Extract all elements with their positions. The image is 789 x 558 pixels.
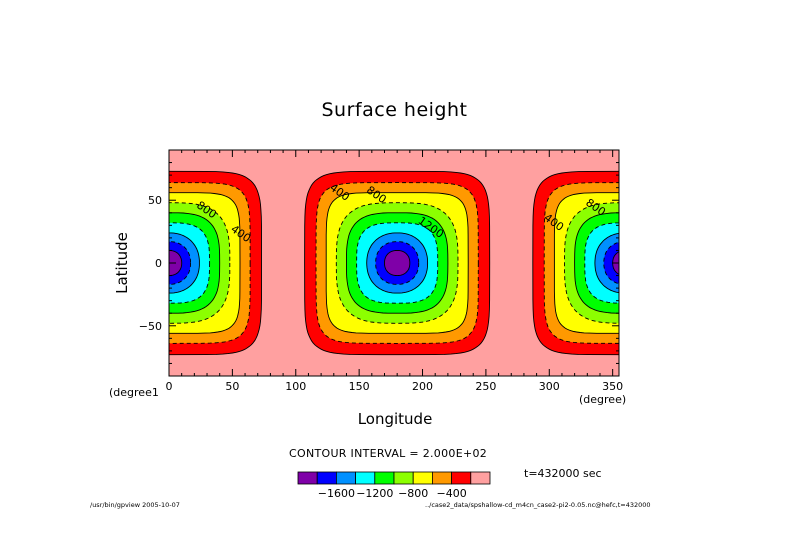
contour-line-0-4 [169, 212, 221, 314]
contour-band-1-8 [384, 250, 410, 276]
contour-line-0-5 [169, 222, 211, 304]
colorbar-label-0: −1600 [318, 487, 355, 500]
colorbar-cell-6 [412, 471, 433, 485]
x-tick-label-300: 300 [539, 380, 560, 393]
colorbar-cell-0 [297, 471, 318, 485]
time-text: t=432000 sec [524, 467, 602, 480]
x-tick-label-100: 100 [285, 380, 306, 393]
colorbar-cell-8 [451, 471, 472, 485]
contour-line-1-1 [315, 182, 479, 344]
x-tick-label-150: 150 [349, 380, 370, 393]
colorbar-cell-9 [470, 471, 491, 485]
colorbar-label-3: −400 [436, 487, 466, 500]
y-axis-unit: (degree1 [109, 386, 159, 399]
contour-line-2-0 [532, 170, 619, 356]
contour-interval-text: CONTOUR INTERVAL = 2.000E+02 [289, 447, 488, 460]
x-axis-label: Longitude [357, 410, 433, 428]
contour-line-1-6 [366, 232, 429, 294]
contour-line-1-4 [346, 212, 449, 314]
contour-line-0-0 [169, 170, 262, 356]
contour-line-0-1 [169, 182, 251, 344]
colorbar-cell-7 [431, 471, 452, 485]
contour-band-2-7 [603, 242, 619, 284]
contour-line-2-3 [564, 202, 619, 324]
colorbar-cell-3 [355, 471, 376, 485]
colorbar-cell-1 [316, 471, 337, 485]
footer-left: /usr/bin/gpview 2005-10-07 [90, 501, 180, 509]
contour-line-1-8 [384, 249, 411, 277]
y-axis-label: Latitude [113, 232, 131, 294]
colorbar-label-2: −800 [398, 487, 428, 500]
colorbar-label-1: −1200 [356, 487, 393, 500]
x-tick-label-50: 50 [225, 380, 239, 393]
chart-title: Surface height [321, 99, 468, 121]
contour-line-2-1 [543, 182, 619, 344]
colorbar-cell-2 [335, 471, 356, 485]
contour-line-2-4 [574, 212, 619, 314]
colorbar-cell-5 [393, 471, 414, 485]
x-tick-label-350: 350 [602, 380, 623, 393]
contour-line-1-0 [304, 170, 491, 356]
contour-line-1-3 [335, 202, 459, 324]
contour-line-1-7 [375, 241, 420, 285]
colorbar-cell-4 [374, 471, 395, 485]
x-tick-label-250: 250 [475, 380, 496, 393]
y-tick-label-50: 50 [148, 194, 162, 207]
contour-line-0-2 [169, 192, 241, 334]
x-axis-unit: (degree) [579, 393, 627, 406]
contour-line-1-2 [325, 192, 469, 334]
y-tick-label-0: 0 [155, 257, 162, 270]
contour-line-0-8 [169, 249, 183, 277]
contour-line-0-6 [169, 232, 200, 294]
x-tick-label-0: 0 [166, 380, 173, 393]
contour-line-0-7 [169, 241, 191, 285]
contour-line-1-5 [356, 222, 439, 304]
footer-right: ../case2_data/spshallow-cd_m4cn_case2-pi… [425, 501, 651, 509]
x-tick-label-200: 200 [412, 380, 433, 393]
contour-line-2-6 [594, 232, 619, 294]
y-tick-label--50: −50 [139, 320, 162, 333]
contour-line-2-2 [553, 192, 619, 334]
